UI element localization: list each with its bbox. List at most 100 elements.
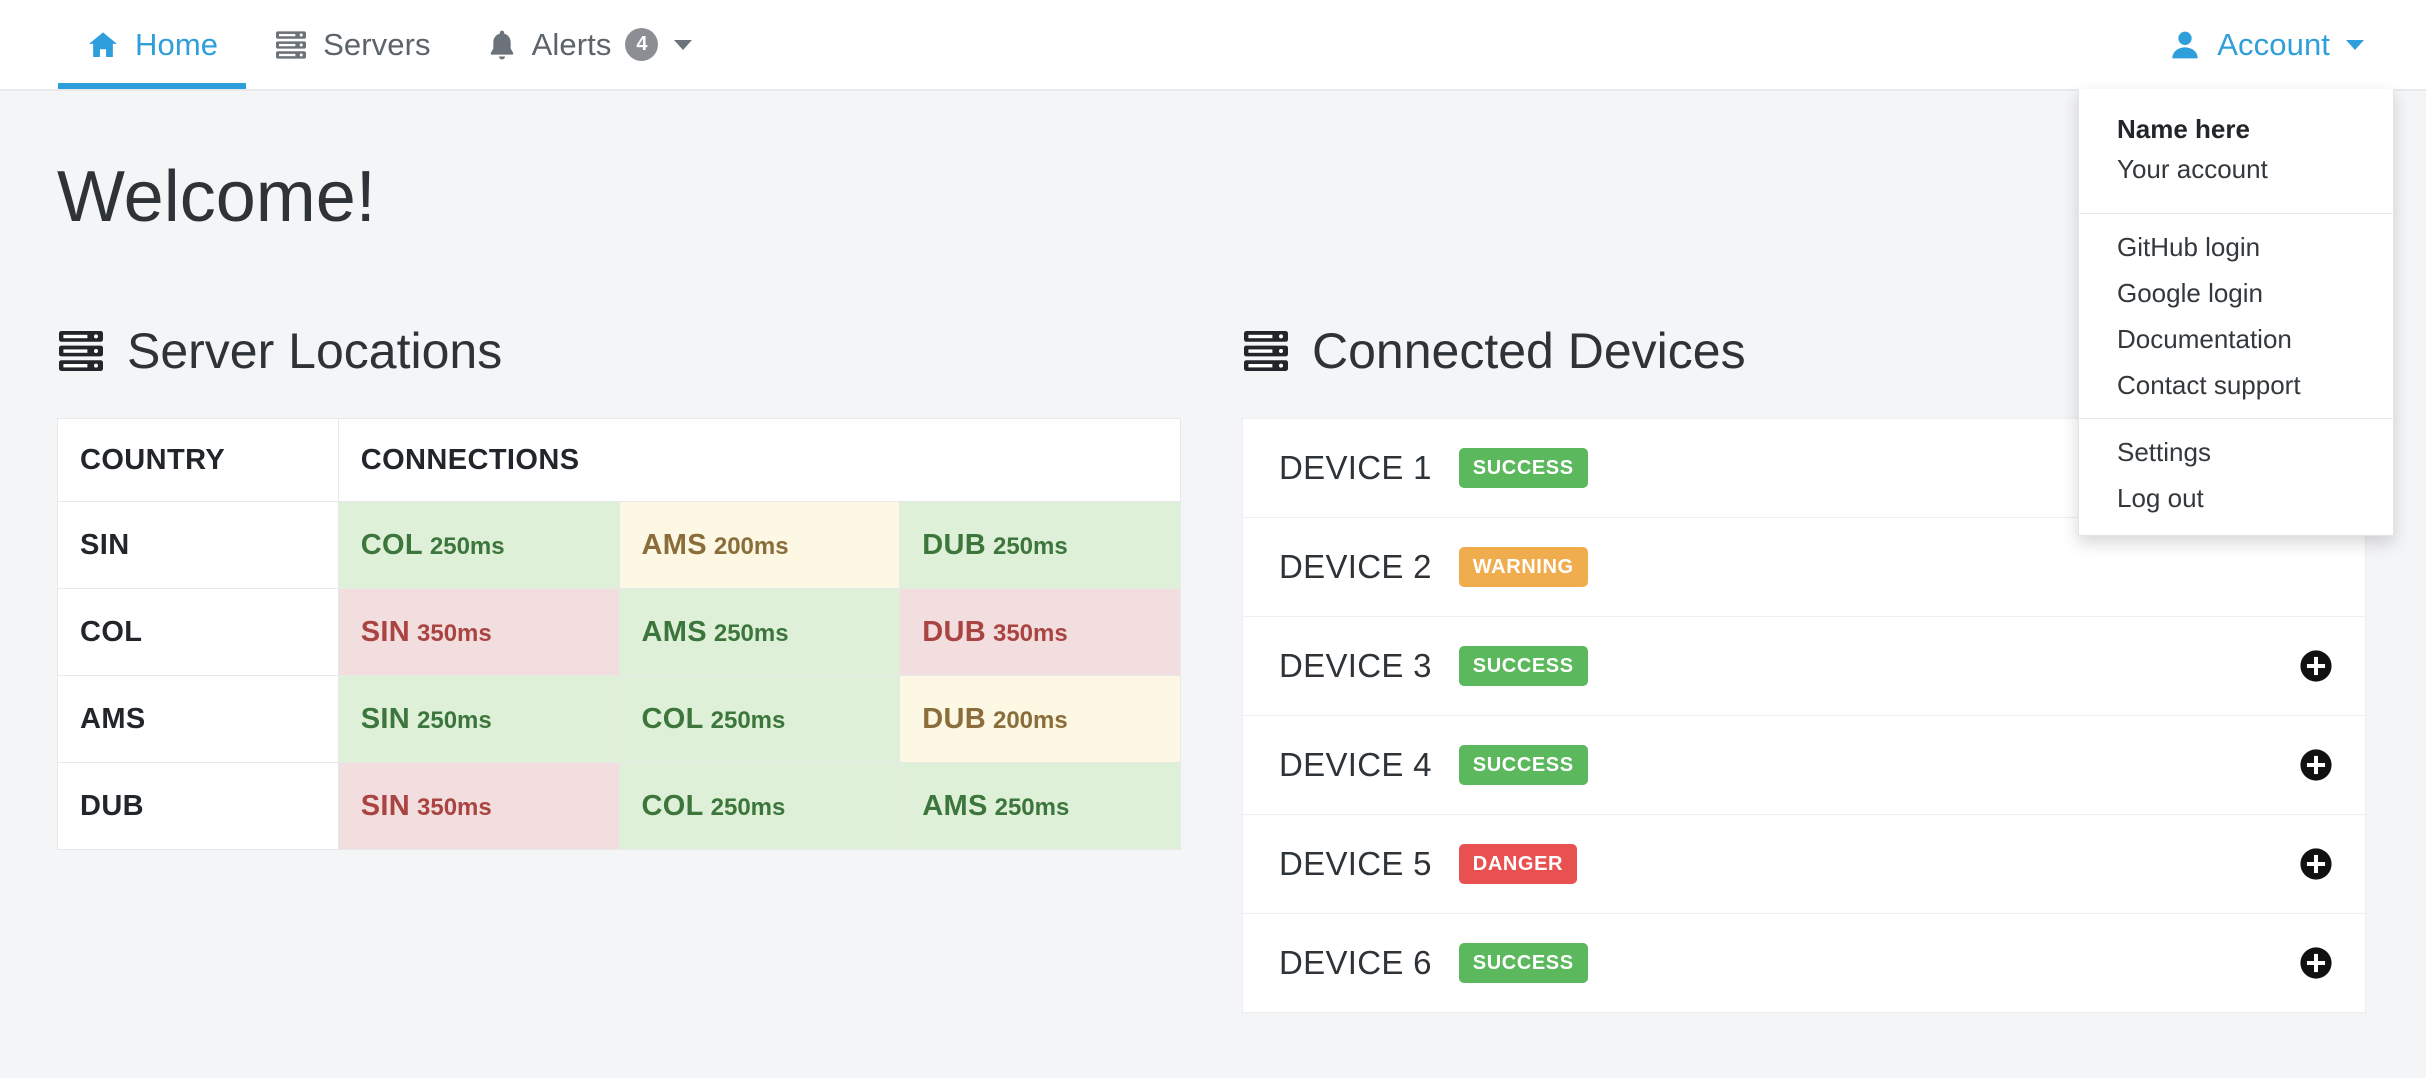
- bell-icon: [487, 29, 517, 61]
- table-row: DUB SIN 350ms COL 250ms AMS 250ms: [57, 762, 1181, 850]
- cell-country: SIN: [57, 501, 339, 589]
- status-badge: SUCCESS: [1458, 646, 1588, 686]
- plus-circle-icon[interactable]: [2299, 649, 2333, 683]
- dropdown-item-google-login[interactable]: Google login: [2117, 278, 2263, 308]
- connection-latency: 250ms: [417, 706, 492, 734]
- column-header-country: COUNTRY: [57, 418, 339, 502]
- top-navbar: Home Servers: [0, 0, 2426, 91]
- connection-code: SIN: [360, 789, 410, 822]
- account-subtitle: Your account: [2117, 154, 2268, 184]
- connection-latency: 250ms: [710, 706, 786, 734]
- list-item[interactable]: DEVICE 1 SUCCESS: [1243, 419, 2365, 518]
- server-locations-panel: Server Locations COUNTRY CONNECTIONS SIN…: [57, 321, 1182, 850]
- server-locations-heading: Server Locations: [57, 321, 1181, 381]
- cell-connection: DUB 250ms: [899, 501, 1181, 589]
- alerts-count-badge: 4: [625, 28, 659, 61]
- device-list: DEVICE 1 SUCCESS DEVICE 2 WARNING DEVICE…: [1242, 418, 2366, 1013]
- connection-latency: 350ms: [417, 619, 492, 647]
- list-item[interactable]: DEVICE 2 WARNING: [1243, 518, 2365, 617]
- table-header-row: COUNTRY CONNECTIONS: [57, 418, 1182, 502]
- connection-code: AMS: [641, 615, 707, 648]
- dropdown-item-log-out[interactable]: Log out: [2117, 483, 2204, 513]
- connected-devices-title: Connected Devices: [1312, 323, 1746, 379]
- nav-item-alerts[interactable]: Alerts 4: [459, 0, 721, 89]
- nav-item-servers[interactable]: Servers: [246, 0, 459, 89]
- column-header-connections: CONNECTIONS: [337, 418, 1182, 502]
- dropdown-item-github-login[interactable]: GitHub login: [2117, 232, 2261, 262]
- connected-devices-panel: Connected Devices DEVICE 1 SUCCESS DEVIC…: [1242, 321, 2366, 1013]
- cell-connection: DUB 200ms: [899, 675, 1181, 763]
- home-icon: [86, 29, 120, 61]
- connection-code: DUB: [922, 528, 986, 561]
- device-name: DEVICE 1: [1279, 449, 1432, 486]
- connection-latency: 350ms: [417, 793, 492, 821]
- server-locations-table: COUNTRY CONNECTIONS SIN COL 250ms AMS 200m…: [57, 418, 1182, 850]
- connection-code: DUB: [922, 615, 986, 648]
- dropdown-item-contact-support[interactable]: Contact support: [2117, 370, 2301, 400]
- connection-code: SIN: [360, 702, 410, 735]
- cell-country: AMS: [57, 675, 339, 763]
- connection-code: COL: [360, 528, 423, 561]
- account-dropdown-menu: Name here Your account GitHub login Goog…: [2078, 89, 2394, 536]
- primary-nav: Home Servers: [58, 0, 720, 89]
- secondary-nav: Account: [2144, 0, 2382, 89]
- nav-item-home-label: Home: [135, 26, 219, 62]
- plus-circle-icon[interactable]: [2299, 847, 2333, 881]
- status-badge: SUCCESS: [1458, 943, 1588, 983]
- cell-country: DUB: [57, 762, 339, 850]
- cell-connection: SIN 250ms: [337, 675, 620, 763]
- list-item[interactable]: DEVICE 5 DANGER: [1243, 815, 2365, 914]
- table-row: AMS SIN 250ms COL 250ms DUB 200ms: [57, 675, 1181, 763]
- server-rack-icon: [1242, 329, 1290, 373]
- status-badge: WARNING: [1458, 547, 1588, 587]
- cell-connection: SIN 350ms: [337, 588, 620, 676]
- dropdown-item-settings[interactable]: Settings: [2117, 437, 2211, 467]
- connection-latency: 350ms: [992, 619, 1068, 647]
- device-name: DEVICE 4: [1279, 746, 1432, 783]
- plus-circle-icon[interactable]: [2299, 748, 2333, 782]
- connection-code: AMS: [641, 528, 707, 561]
- dropdown-item-documentation[interactable]: Documentation: [2117, 324, 2292, 354]
- list-item[interactable]: DEVICE 3 SUCCESS: [1243, 617, 2365, 716]
- connection-latency: 250ms: [429, 532, 505, 560]
- table-header: COUNTRY CONNECTIONS: [57, 418, 1182, 502]
- nav-item-servers-label: Servers: [323, 26, 431, 62]
- cell-connection: AMS 250ms: [618, 588, 901, 676]
- account-dropdown-header: Name here Your account: [2079, 103, 2393, 203]
- server-icon: [274, 30, 308, 60]
- connection-latency: 250ms: [994, 793, 1070, 821]
- cell-connection: AMS 250ms: [899, 762, 1181, 850]
- list-item[interactable]: DEVICE 6 SUCCESS: [1243, 914, 2365, 1013]
- server-locations-title: Server Locations: [127, 323, 503, 379]
- connection-code: DUB: [922, 702, 986, 735]
- server-rack-icon: [57, 329, 105, 373]
- account-menu-label: Account: [2217, 26, 2330, 62]
- account-menu-button[interactable]: Account: [2144, 0, 2382, 89]
- account-name: Name here: [2117, 114, 2250, 144]
- cell-connection: COL 250ms: [337, 501, 620, 589]
- chevron-down-icon: [674, 39, 693, 50]
- device-name: DEVICE 3: [1279, 647, 1432, 684]
- page-title: Welcome!: [57, 157, 376, 237]
- connection-code: AMS: [922, 789, 988, 822]
- status-badge: SUCCESS: [1458, 448, 1588, 488]
- connection-latency: 200ms: [992, 706, 1068, 734]
- nav-item-home[interactable]: Home: [58, 0, 247, 89]
- device-name: DEVICE 2: [1279, 548, 1432, 585]
- list-item[interactable]: DEVICE 4 SUCCESS: [1243, 716, 2365, 815]
- device-name: DEVICE 6: [1279, 944, 1432, 981]
- table-row: SIN COL 250ms AMS 200ms DUB 250ms: [57, 501, 1181, 589]
- cell-connection: AMS 200ms: [618, 501, 901, 589]
- nav-item-alerts-label: Alerts: [531, 26, 612, 62]
- connection-code: SIN: [360, 615, 410, 648]
- status-badge: SUCCESS: [1458, 745, 1588, 785]
- cell-connection: SIN 350ms: [337, 762, 620, 850]
- plus-circle-icon[interactable]: [2299, 946, 2333, 980]
- dropdown-links-group: GitHub login Google login Documentation …: [2079, 224, 2393, 408]
- connection-code: COL: [641, 702, 704, 735]
- connection-latency: 250ms: [713, 619, 789, 647]
- cell-connection: COL 250ms: [618, 675, 901, 763]
- connection-latency: 250ms: [710, 793, 786, 821]
- connected-devices-heading: Connected Devices: [1242, 321, 2366, 381]
- user-icon: [2168, 29, 2202, 61]
